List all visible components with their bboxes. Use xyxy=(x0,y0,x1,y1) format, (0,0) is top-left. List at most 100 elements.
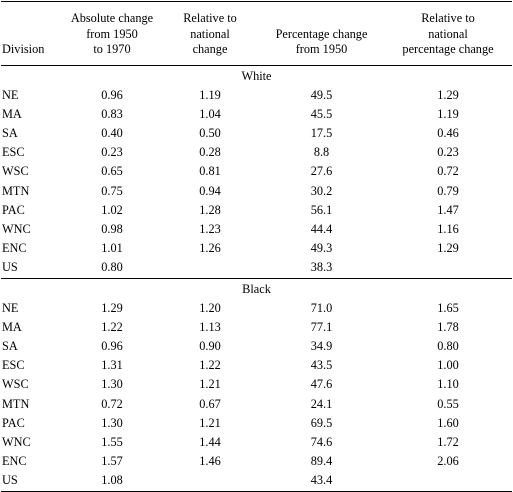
division-cell: US xyxy=(2,260,18,275)
percentage-change-cell: 38.3 xyxy=(310,260,333,275)
absolute-change-cell: 1.01 xyxy=(101,241,123,256)
percentage-change-cell: 34.9 xyxy=(310,338,333,353)
absolute-change-cell: 0.75 xyxy=(101,183,123,198)
relative-percentage-cell: 0.23 xyxy=(437,145,459,160)
relative-percentage-cell: 1.78 xyxy=(437,319,459,334)
table-row: WSC 0.65 0.81 27.6 0.72 xyxy=(1,162,512,181)
header-relative-percentage-line-2: national xyxy=(428,26,468,41)
absolute-change-cell: 0.98 xyxy=(101,221,123,236)
header-division: Division xyxy=(1,1,63,66)
relative-national-cell: 1.20 xyxy=(199,300,221,315)
division-cell: PAC xyxy=(2,415,25,430)
table-row: PAC 1.30 1.21 69.5 1.60 xyxy=(1,414,512,433)
header-absolute-change-line-1: Absolute change xyxy=(70,11,154,25)
percentage-change-cell: 69.5 xyxy=(310,415,333,430)
header-relative-national-line-1: Relative to xyxy=(183,11,237,25)
percentage-change-cell: 43.5 xyxy=(310,358,333,373)
division-cell: SA xyxy=(2,338,18,353)
header-relative-national-line-3: change xyxy=(192,42,228,56)
table-row: WNC 0.98 1.23 44.4 1.16 xyxy=(1,220,512,239)
relative-percentage-cell: 0.79 xyxy=(437,183,459,198)
header-row: Division Absolute change from 1950 to 19… xyxy=(1,1,512,66)
table-row: ENC 1.01 1.26 49.3 1.29 xyxy=(1,239,512,258)
table-row: ESC 0.23 0.28 8.8 0.23 xyxy=(1,143,512,162)
division-cell: NE xyxy=(2,87,19,102)
percentage-change-cell: 45.5 xyxy=(310,106,333,121)
table-row: SA 0.40 0.50 17.5 0.46 xyxy=(1,124,512,143)
division-cell: SA xyxy=(2,125,18,140)
relative-national-cell: 0.94 xyxy=(199,183,221,198)
table-row: WNC 1.55 1.44 74.6 1.72 xyxy=(1,433,512,452)
table-row: ENC 1.57 1.46 89.4 2.06 xyxy=(1,452,512,471)
relative-percentage-cell: 2.06 xyxy=(437,454,459,469)
table-body: White NE 0.96 1.19 49.5 1.29 MA 0.83 1.04 45.5 1.1… xyxy=(1,65,512,492)
header-division-label: Division xyxy=(2,42,45,56)
relative-national-cell: 1.26 xyxy=(199,241,221,256)
header-relative-percentage-line-1: Relative to xyxy=(421,11,475,25)
relative-percentage-cell: 0.55 xyxy=(437,396,459,411)
division-cell: NE xyxy=(2,300,19,315)
table-row: MTN 0.75 0.94 30.2 0.79 xyxy=(1,182,512,201)
relative-percentage-cell: 1.29 xyxy=(437,241,459,256)
percentage-change-cell: 24.1 xyxy=(310,396,333,411)
percentage-change-cell: 74.6 xyxy=(310,434,333,449)
relative-percentage-cell xyxy=(384,471,512,492)
relative-national-cell: 1.19 xyxy=(199,87,221,102)
absolute-change-cell: 1.30 xyxy=(101,377,123,392)
division-cell: ENC xyxy=(2,454,27,469)
absolute-change-cell: 1.08 xyxy=(63,471,161,492)
division-cell: ESC xyxy=(2,358,25,373)
table-row: ESC 1.31 1.22 43.5 1.00 xyxy=(1,356,512,375)
division-cell: WNC xyxy=(2,221,31,236)
relative-percentage-cell: 1.29 xyxy=(437,87,459,102)
relative-national-cell: 0.90 xyxy=(199,338,221,353)
absolute-change-cell: 1.55 xyxy=(101,434,123,449)
relative-national-cell: 1.28 xyxy=(199,202,221,217)
table-header: Division Absolute change from 1950 to 19… xyxy=(1,1,512,66)
header-percentage-change: Percentage change from 1950 xyxy=(259,1,384,66)
header-percentage-change-line-1: Percentage change xyxy=(275,26,368,41)
division-cell: WSC xyxy=(2,377,29,392)
table-row: WSC 1.30 1.21 47.6 1.10 xyxy=(1,375,512,394)
section-header-row: White xyxy=(1,65,512,86)
relative-national-cell: 0.81 xyxy=(199,164,221,179)
table-row: US 0.80 38.3 xyxy=(1,258,512,278)
relative-national-cell: 1.44 xyxy=(199,434,221,449)
division-cell: US xyxy=(1,471,63,492)
section-label: Black xyxy=(1,277,512,299)
absolute-change-cell: 1.02 xyxy=(101,202,123,217)
percentage-change-cell: 8.8 xyxy=(313,145,330,160)
table-row: MA 1.22 1.13 77.1 1.78 xyxy=(1,318,512,337)
percentage-change-cell: 44.4 xyxy=(310,221,333,236)
relative-national-cell: 0.28 xyxy=(199,145,221,160)
absolute-change-cell: 1.22 xyxy=(101,319,123,334)
absolute-change-cell: 0.65 xyxy=(101,164,123,179)
relative-percentage-cell: 0.80 xyxy=(437,338,459,353)
division-cell: WNC xyxy=(2,434,31,449)
table-row: NE 1.29 1.20 71.0 1.65 xyxy=(1,299,512,318)
absolute-change-cell: 0.40 xyxy=(101,125,123,140)
percentage-change-cell: 77.1 xyxy=(310,319,333,334)
header-absolute-change-line-2: from 1950 xyxy=(86,26,138,41)
relative-percentage-cell: 1.72 xyxy=(437,434,459,449)
division-cell: ENC xyxy=(2,241,27,256)
header-relative-percentage-change: Relative to national percentage change xyxy=(384,1,512,66)
division-cell: MTN xyxy=(2,183,30,198)
absolute-change-cell: 1.29 xyxy=(101,300,123,315)
absolute-change-cell: 0.83 xyxy=(101,106,123,121)
relative-national-cell: 1.21 xyxy=(199,377,221,392)
section-header-row: Black xyxy=(1,277,512,299)
percentage-change-cell: 43.4 xyxy=(259,471,384,492)
absolute-change-cell: 0.72 xyxy=(101,396,123,411)
header-relative-national-change: Relative to national change xyxy=(161,1,259,66)
percentage-change-cell: 71.0 xyxy=(310,300,333,315)
absolute-change-cell: 1.57 xyxy=(101,454,123,469)
header-percentage-change-line-2: from 1950 xyxy=(295,42,348,56)
relative-percentage-cell: 1.65 xyxy=(437,300,459,315)
percentage-change-cell: 56.1 xyxy=(310,202,333,217)
percentage-change-cell: 49.5 xyxy=(310,87,333,102)
relative-national-cell xyxy=(161,471,259,492)
header-relative-national-line-2: national xyxy=(190,26,230,41)
relative-national-cell: 1.13 xyxy=(199,319,221,334)
relative-national-cell: 1.46 xyxy=(199,454,221,469)
